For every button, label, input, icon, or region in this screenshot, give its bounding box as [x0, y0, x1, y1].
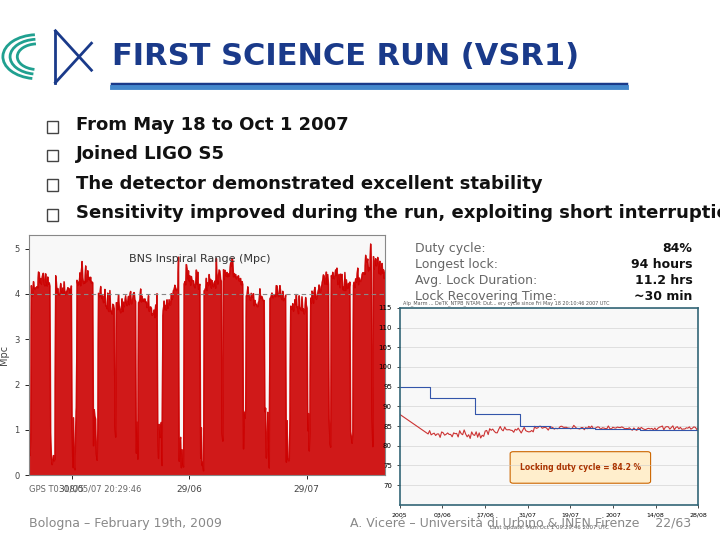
Text: 94 hours: 94 hours	[631, 258, 693, 272]
Text: From May 18 to Oct 1 2007: From May 18 to Oct 1 2007	[76, 116, 348, 134]
Text: Avg. Lock Duration:: Avg. Lock Duration:	[415, 274, 537, 287]
Bar	[47, 179, 58, 191]
Text: 11.2 hrs: 11.2 hrs	[634, 274, 693, 287]
Text: Locking duty cycle = 84.2 %: Locking duty cycle = 84.2 %	[520, 463, 641, 472]
Text: Joined LIGO S5: Joined LIGO S5	[76, 145, 225, 163]
Bar	[47, 209, 58, 221]
Text: A. Viceré – Università di Urbino & INFN Firenze    22/63: A. Viceré – Università di Urbino & INFN …	[350, 516, 691, 530]
Text: Sensitivity improved during the run, exploiting short interruptions: Sensitivity improved during the run, exp…	[76, 204, 720, 222]
Text: Longest lock:: Longest lock:	[415, 258, 498, 272]
Text: Bologna – February 19th, 2009: Bologna – February 19th, 2009	[29, 516, 222, 530]
Text: The detector demonstrated excellent stability: The detector demonstrated excellent stab…	[76, 174, 542, 193]
Text: ~30 min: ~30 min	[634, 290, 693, 303]
Text: Lock Recovering Time:: Lock Recovering Time:	[415, 290, 557, 303]
Y-axis label: Mpc: Mpc	[0, 345, 9, 365]
Bar	[47, 121, 58, 133]
Text: Alp_Marm ... DeTK_NTPB_NTAM: Dut... ery cycle since Fri May 18 20:10:46 2007 UTC: Alp_Marm ... DeTK_NTPB_NTAM: Dut... ery …	[402, 300, 609, 306]
Text: Duty cycle:: Duty cycle:	[415, 242, 485, 255]
Text: FIRST SCIENCE RUN (VSR1): FIRST SCIENCE RUN (VSR1)	[112, 42, 579, 71]
Text: Last update: Mon Oct 1 09:29:46 2007 UTC: Last update: Mon Oct 1 09:29:46 2007 UTC	[490, 524, 608, 530]
Text: GPS T0: 18/05/07 20:29:46: GPS T0: 18/05/07 20:29:46	[29, 484, 141, 494]
Bar	[47, 150, 58, 161]
Text: 84%: 84%	[662, 242, 693, 255]
FancyBboxPatch shape	[510, 451, 651, 483]
Text: BNS Inspiral Range (Mpc): BNS Inspiral Range (Mpc)	[129, 254, 270, 264]
